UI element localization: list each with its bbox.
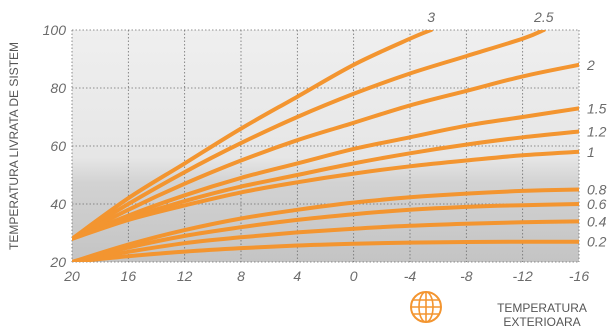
x-tick-label: -12 bbox=[513, 268, 533, 284]
curve-label-0.6: 0.6 bbox=[587, 196, 607, 212]
curve-label-0.2: 0.2 bbox=[587, 234, 607, 250]
curve-2 bbox=[72, 62, 579, 241]
x-tick-label: 0 bbox=[350, 268, 358, 284]
y-tick-label: 100 bbox=[43, 22, 67, 38]
y-tick-label: 20 bbox=[49, 254, 66, 270]
globe-icon bbox=[410, 291, 442, 323]
curve-label-3: 3 bbox=[427, 9, 435, 25]
y-axis-label: TEMPERATURA LIVRATA DE SISTEM bbox=[7, 42, 21, 250]
curve-label-0.4: 0.4 bbox=[587, 213, 607, 229]
x-tick-label: 20 bbox=[63, 268, 80, 284]
curve-0.2 bbox=[72, 239, 579, 262]
curve-0.8 bbox=[72, 187, 579, 262]
y-tick-label: 40 bbox=[50, 196, 66, 212]
y-tick-labels: 20 40 60 80 100 bbox=[43, 22, 67, 270]
x-tick-label: 12 bbox=[177, 268, 193, 284]
x-axis-label-line-1: TEMPERATURA bbox=[497, 301, 587, 315]
curve-label-1.2: 1.2 bbox=[587, 124, 607, 140]
curve-3 bbox=[72, 30, 434, 241]
curve-1 bbox=[72, 149, 579, 241]
y-tick-label: 80 bbox=[50, 80, 66, 96]
x-tick-label: 16 bbox=[121, 268, 137, 284]
x-tick-label: -4 bbox=[404, 268, 417, 284]
curve-1.2 bbox=[72, 129, 579, 241]
curve-label-1: 1 bbox=[587, 144, 595, 160]
x-tick-labels: 20 16 12 8 4 0 -4 -8 -12 -16 bbox=[63, 268, 589, 284]
curve-group bbox=[72, 30, 579, 262]
x-tick-label: 4 bbox=[293, 268, 301, 284]
curve-labels: 3 2.5 2 1.5 1.2 1 0.80.60.4 0.2 bbox=[427, 9, 606, 250]
curve-0.6 bbox=[72, 202, 579, 262]
curve-label-2.5: 2.5 bbox=[533, 9, 554, 25]
curve-1.5 bbox=[72, 106, 579, 241]
x-tick-label: 8 bbox=[237, 268, 245, 284]
curve-0.4 bbox=[72, 219, 579, 262]
curve-2.5 bbox=[72, 30, 546, 241]
curve-label-1.5: 1.5 bbox=[587, 100, 607, 116]
x-tick-label: -8 bbox=[460, 268, 473, 284]
x-tick-label: -16 bbox=[569, 268, 589, 284]
y-tick-label: 60 bbox=[50, 138, 66, 154]
curve-label-2: 2 bbox=[586, 57, 595, 73]
x-axis-label-line-2: EXTERIOARA bbox=[503, 315, 580, 329]
curve-label-0.8: 0.8 bbox=[587, 182, 607, 198]
